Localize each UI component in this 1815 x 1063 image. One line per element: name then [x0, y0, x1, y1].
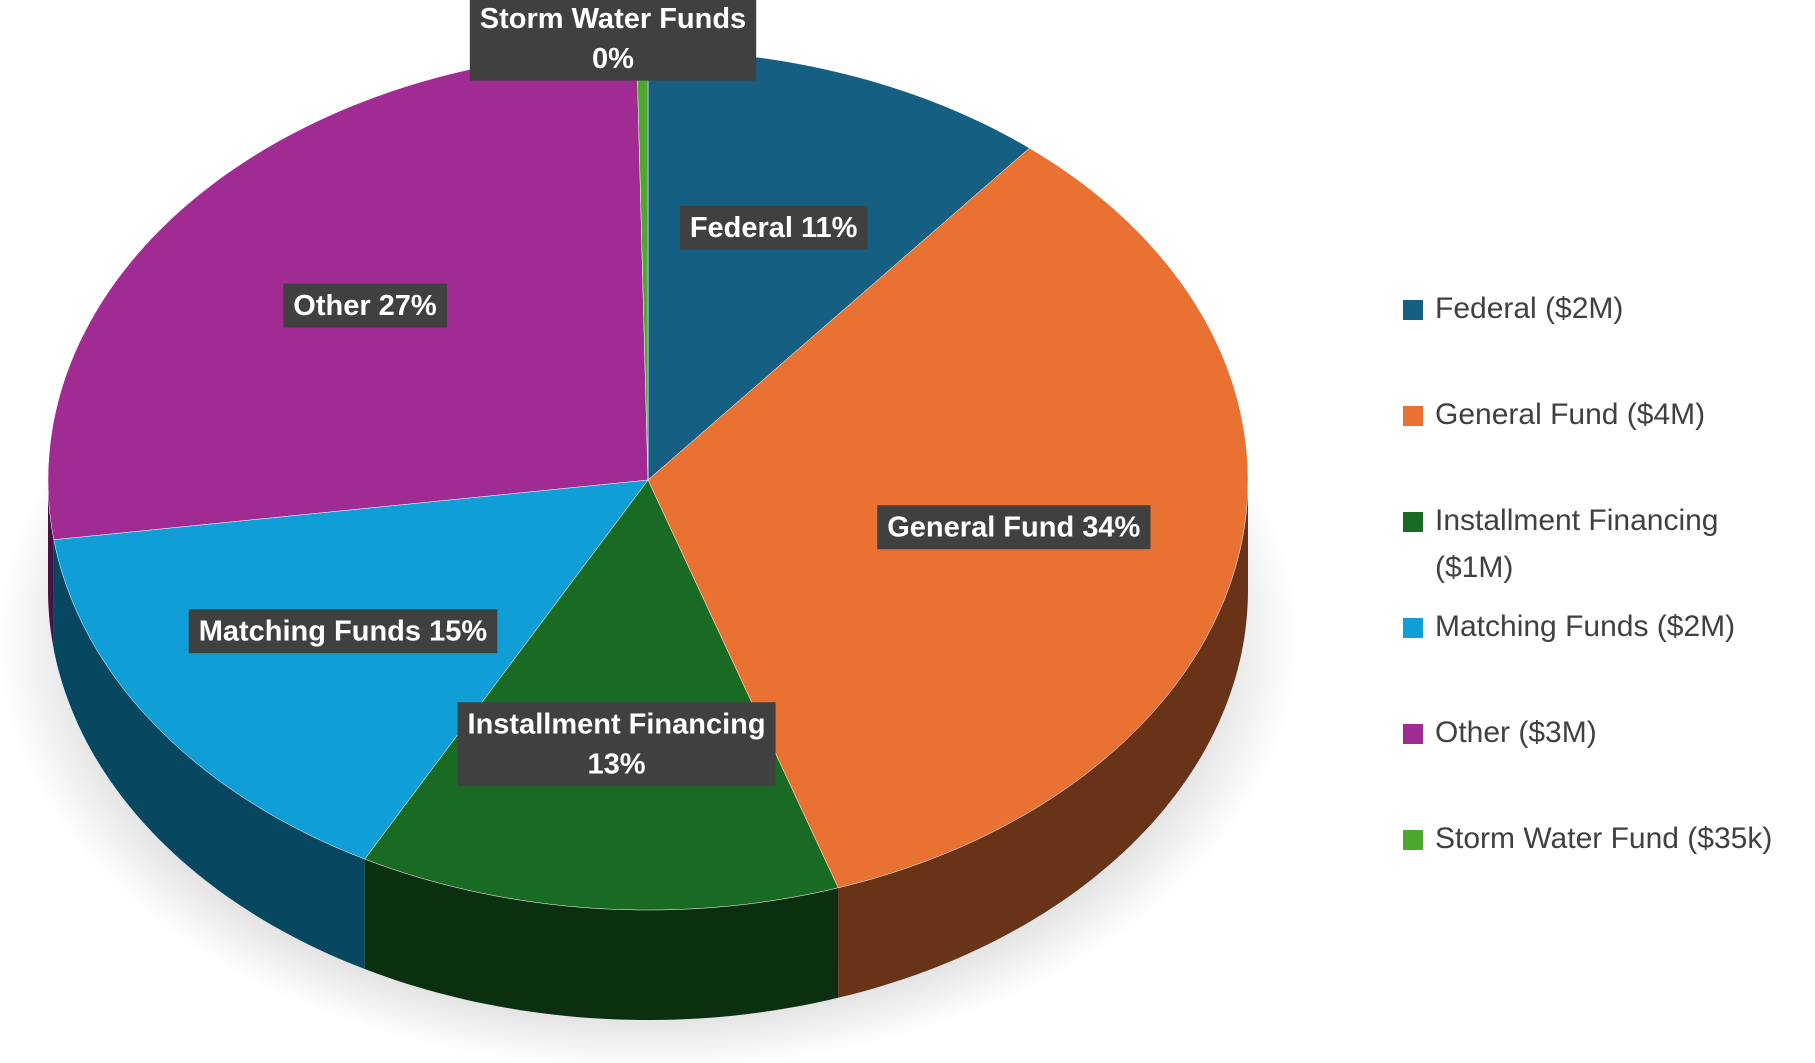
pie-slice: [364, 479, 839, 911]
data-label-text: Other 27%: [293, 290, 437, 322]
legend-swatch: [1403, 512, 1423, 532]
legend-swatch: [1403, 618, 1423, 638]
pie-slice: [53, 479, 649, 860]
data-label-box: [679, 205, 868, 250]
data-label-box: [283, 283, 447, 328]
legend-label: General Fund ($4M): [1435, 398, 1705, 431]
pie-side: [838, 480, 1248, 998]
data-label-text: Federal 11%: [690, 212, 858, 244]
pie-side: [364, 859, 839, 1020]
legend-label: Matching Funds ($2M): [1435, 610, 1735, 643]
data-label: Installment Financing 13%: [457, 702, 776, 787]
legend-label: Installment Financing ($1M): [1435, 504, 1718, 584]
data-label-text: Storm Water Funds 0%: [480, 3, 746, 75]
pie-side: [53, 539, 365, 969]
legend-swatch: [1403, 724, 1423, 744]
data-label-box: [469, 0, 757, 81]
pie-side: [48, 480, 54, 650]
data-label: General Fund 34%: [877, 505, 1151, 550]
legend-swatch: [1403, 406, 1423, 426]
data-label-text: General Fund 34%: [887, 511, 1140, 543]
data-label-box: [188, 609, 498, 654]
data-label-text: Installment Financing 13%: [468, 708, 766, 780]
data-label-text: Matching Funds 15%: [199, 615, 488, 647]
legend-label: Federal ($2M): [1435, 292, 1623, 325]
data-label: Storm Water Funds 0%: [469, 0, 757, 81]
data-label: Matching Funds 15%: [188, 609, 498, 654]
legend-swatch: [1403, 300, 1423, 320]
legend-label: Other ($3M): [1435, 716, 1597, 749]
legend-label: Storm Water Fund ($35k): [1435, 822, 1772, 855]
data-label-box: [457, 702, 776, 787]
data-label: Other 27%: [283, 283, 447, 328]
data-label-box: [877, 505, 1151, 550]
legend-swatch: [1403, 830, 1423, 850]
data-label: Federal 11%: [679, 205, 868, 250]
